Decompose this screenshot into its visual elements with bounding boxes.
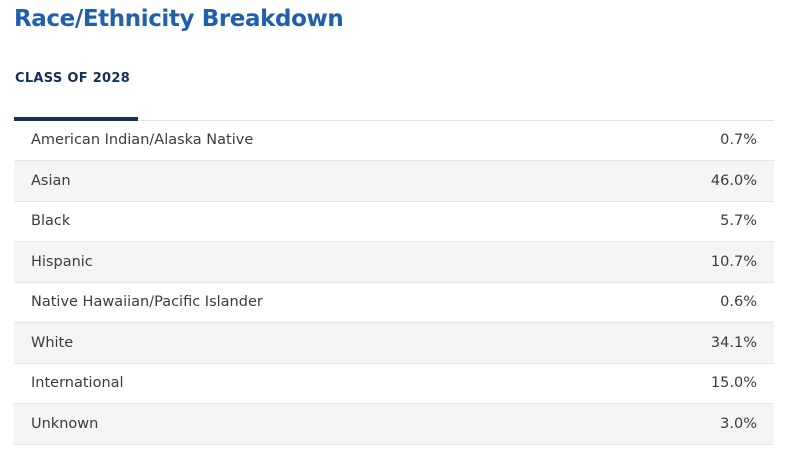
row-value: 5.7%: [720, 213, 757, 230]
table-row: Native Hawaiian/Pacific Islander 0.6%: [14, 282, 774, 323]
table-row: Unknown 3.0%: [14, 403, 774, 444]
tab-bar: CLASS OF 2028: [14, 62, 774, 121]
active-tab-indicator: [14, 117, 138, 121]
row-label: Black: [31, 213, 71, 230]
row-value: 0.7%: [720, 132, 757, 148]
row-label: International: [31, 375, 124, 392]
row-value: 46.0%: [710, 172, 757, 189]
tab-class-of-2028[interactable]: CLASS OF 2028: [14, 62, 138, 121]
row-label: American Indian/Alaska Native: [31, 132, 254, 148]
tab-label: CLASS OF 2028: [15, 71, 131, 86]
ethnicity-table: American Indian/Alaska Native 0.7% Asian…: [14, 120, 774, 445]
row-label: White: [31, 334, 74, 351]
page-title: Race/Ethnicity Breakdown: [14, 6, 344, 32]
table-row: Black 5.7%: [14, 201, 774, 242]
row-value: 3.0%: [720, 415, 757, 432]
row-label: Unknown: [31, 415, 99, 432]
table-row: Asian 46.0%: [14, 160, 774, 201]
table-row: American Indian/Alaska Native 0.7%: [14, 120, 774, 161]
row-value: 34.1%: [710, 334, 757, 351]
table-row: White 34.1%: [14, 322, 774, 363]
row-label: Hispanic: [31, 253, 93, 270]
table-row: Hispanic 10.7%: [14, 241, 774, 282]
row-label: Native Hawaiian/Pacific Islander: [31, 294, 263, 311]
row-value: 10.7%: [710, 253, 757, 270]
row-value: 0.6%: [720, 294, 757, 311]
table-row: International 15.0%: [14, 363, 774, 404]
row-label: Asian: [31, 172, 71, 189]
row-value: 15.0%: [710, 375, 757, 392]
